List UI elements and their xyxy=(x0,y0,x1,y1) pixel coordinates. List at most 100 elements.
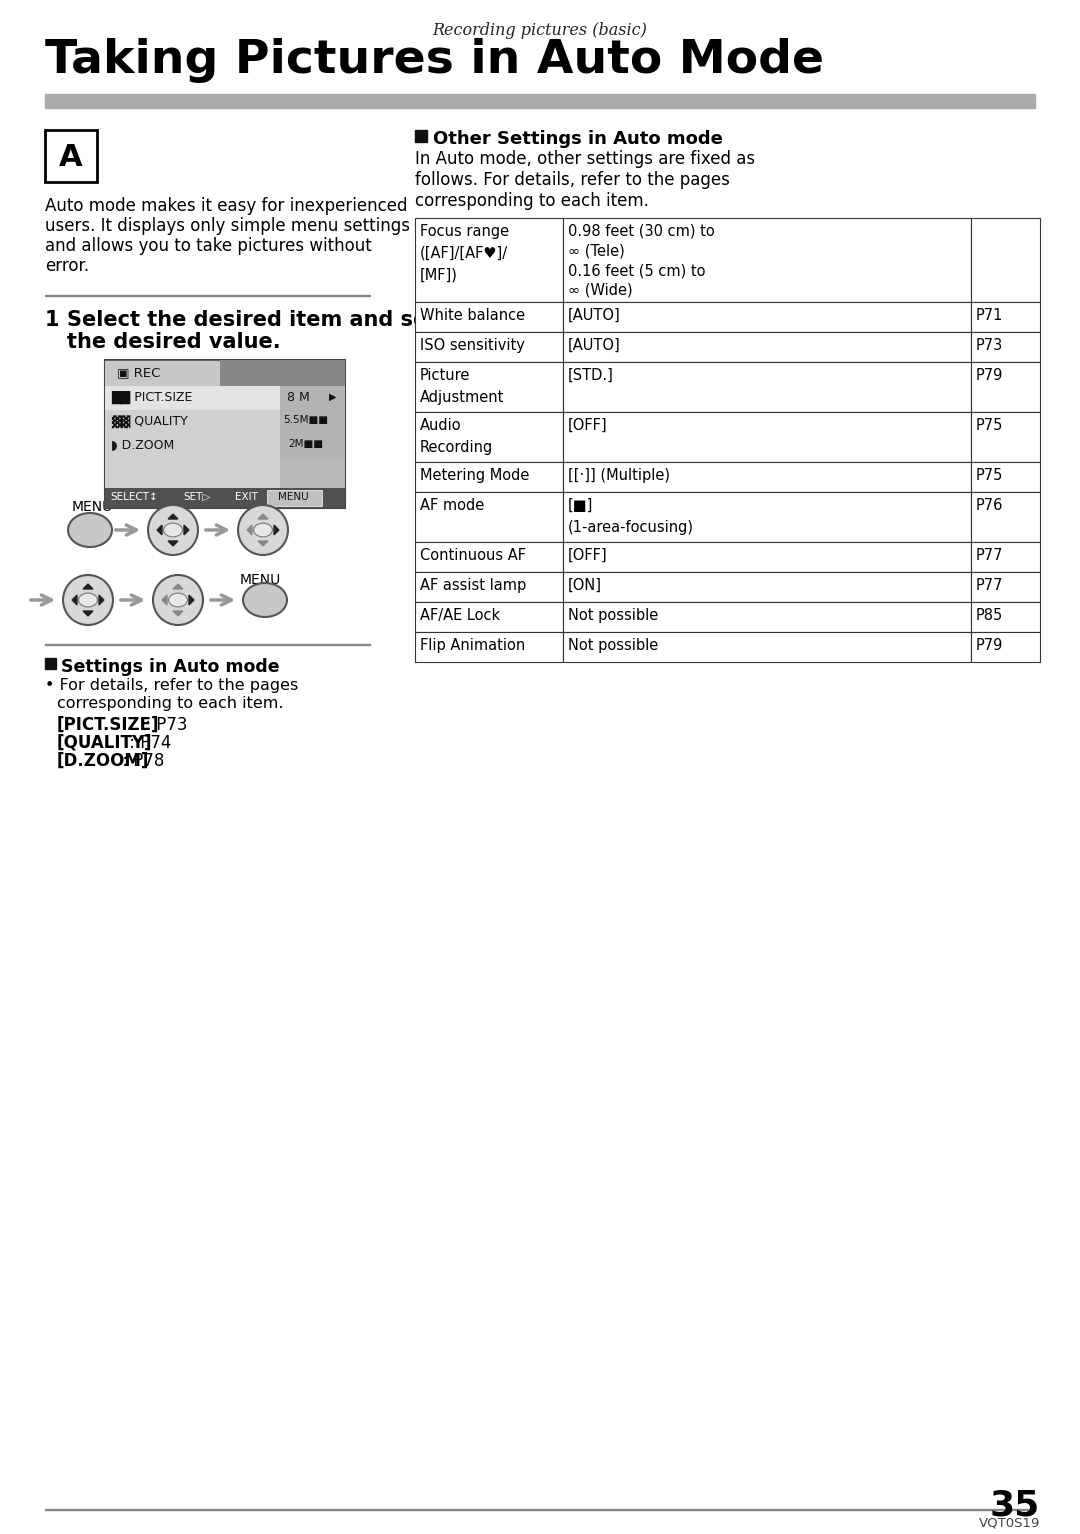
Text: P85: P85 xyxy=(976,607,1003,623)
Ellipse shape xyxy=(79,594,97,607)
Bar xyxy=(267,489,322,506)
Text: SELECT↕: SELECT↕ xyxy=(110,492,158,502)
Bar xyxy=(971,542,1040,572)
Bar xyxy=(105,360,345,508)
Ellipse shape xyxy=(168,594,187,607)
Text: Adjustment: Adjustment xyxy=(420,390,504,405)
Text: [AUTO]: [AUTO] xyxy=(568,337,621,353)
Text: MENU: MENU xyxy=(240,574,281,588)
Polygon shape xyxy=(258,514,268,518)
Text: 0.98 feet (30 cm) to: 0.98 feet (30 cm) to xyxy=(568,224,715,239)
Polygon shape xyxy=(168,542,178,546)
Text: Taking Pictures in Auto Mode: Taking Pictures in Auto Mode xyxy=(45,38,824,83)
Text: ██ PICT.SIZE: ██ PICT.SIZE xyxy=(111,391,192,405)
Bar xyxy=(415,218,563,302)
Text: 8 M: 8 M xyxy=(287,391,310,403)
Polygon shape xyxy=(72,595,77,604)
Text: • For details, refer to the pages: • For details, refer to the pages xyxy=(45,678,298,693)
Bar xyxy=(563,413,971,462)
Text: 5.5M■■: 5.5M■■ xyxy=(283,416,328,425)
Text: ([AF]/[AF♥]/: ([AF]/[AF♥]/ xyxy=(420,245,508,261)
Text: Settings in Auto mode: Settings in Auto mode xyxy=(60,658,280,676)
Text: P79: P79 xyxy=(976,368,1003,384)
Text: 2M■■: 2M■■ xyxy=(288,439,323,449)
Text: Select the desired item and set: Select the desired item and set xyxy=(67,310,437,330)
Text: follows. For details, refer to the pages: follows. For details, refer to the pages xyxy=(415,170,730,189)
Text: ▣ REC: ▣ REC xyxy=(117,367,160,379)
Bar xyxy=(563,601,971,632)
Text: 0.16 feet (5 cm) to: 0.16 feet (5 cm) to xyxy=(568,262,705,278)
Bar xyxy=(105,387,345,488)
Text: [■]: [■] xyxy=(568,499,593,512)
Text: Picture: Picture xyxy=(420,368,471,384)
Bar xyxy=(280,459,345,488)
Bar xyxy=(45,130,97,183)
Bar xyxy=(105,387,280,410)
Text: P76: P76 xyxy=(976,499,1003,512)
Polygon shape xyxy=(173,584,183,589)
Polygon shape xyxy=(99,595,104,604)
Bar xyxy=(971,601,1040,632)
Bar xyxy=(415,492,563,542)
Polygon shape xyxy=(274,525,279,535)
Bar xyxy=(105,360,220,387)
Bar xyxy=(971,218,1040,302)
Bar xyxy=(971,331,1040,362)
Ellipse shape xyxy=(243,583,287,617)
Text: : P74: : P74 xyxy=(124,733,172,752)
Bar xyxy=(105,488,345,508)
Text: EXIT: EXIT xyxy=(235,492,258,502)
Bar xyxy=(415,632,563,663)
Bar xyxy=(415,462,563,492)
Bar xyxy=(971,462,1040,492)
Circle shape xyxy=(148,505,198,555)
Bar xyxy=(415,302,563,331)
Text: users. It displays only simple menu settings: users. It displays only simple menu sett… xyxy=(45,216,410,235)
Polygon shape xyxy=(173,611,183,615)
Text: ▓▓ QUALITY: ▓▓ QUALITY xyxy=(111,416,188,428)
Bar xyxy=(563,492,971,542)
Text: corresponding to each item.: corresponding to each item. xyxy=(415,192,649,210)
Text: [QUALITY]: [QUALITY] xyxy=(57,733,152,752)
Text: MENU: MENU xyxy=(72,500,113,514)
Bar xyxy=(105,459,280,488)
Text: [AUTO]: [AUTO] xyxy=(568,308,621,324)
Bar xyxy=(971,302,1040,331)
Polygon shape xyxy=(258,542,268,546)
Text: P77: P77 xyxy=(976,578,1003,594)
Text: corresponding to each item.: corresponding to each item. xyxy=(57,696,283,710)
Text: Recording: Recording xyxy=(420,440,494,454)
Text: [OFF]: [OFF] xyxy=(568,548,608,563)
Text: : P78: : P78 xyxy=(117,752,164,770)
Text: [STD.]: [STD.] xyxy=(568,368,613,384)
Polygon shape xyxy=(247,525,252,535)
Text: P71: P71 xyxy=(976,308,1003,324)
Circle shape xyxy=(153,575,203,624)
Bar xyxy=(220,360,345,387)
Text: AF/AE Lock: AF/AE Lock xyxy=(420,607,500,623)
Ellipse shape xyxy=(164,523,183,537)
Text: VQT0S19: VQT0S19 xyxy=(978,1516,1040,1529)
Text: Continuous AF: Continuous AF xyxy=(420,548,526,563)
Bar xyxy=(415,362,563,413)
Bar xyxy=(971,413,1040,462)
Text: P79: P79 xyxy=(976,638,1003,653)
Bar xyxy=(563,632,971,663)
Text: ∞ (Wide): ∞ (Wide) xyxy=(568,282,633,298)
Text: [[·]] (Multiple): [[·]] (Multiple) xyxy=(568,468,670,483)
Text: Auto mode makes it easy for inexperienced: Auto mode makes it easy for inexperience… xyxy=(45,196,407,215)
Text: ▶: ▶ xyxy=(329,393,337,402)
Circle shape xyxy=(63,575,113,624)
Ellipse shape xyxy=(68,512,112,548)
Text: Other Settings in Auto mode: Other Settings in Auto mode xyxy=(433,130,723,147)
Text: A: A xyxy=(59,144,83,172)
Text: [ON]: [ON] xyxy=(568,578,602,594)
Bar xyxy=(971,632,1040,663)
Polygon shape xyxy=(189,595,194,604)
Text: P73: P73 xyxy=(976,337,1003,353)
Text: Recording pictures (basic): Recording pictures (basic) xyxy=(433,21,647,38)
Polygon shape xyxy=(83,584,93,589)
Text: P75: P75 xyxy=(976,468,1003,483)
Text: (1-area-focusing): (1-area-focusing) xyxy=(568,520,694,535)
Bar xyxy=(563,542,971,572)
